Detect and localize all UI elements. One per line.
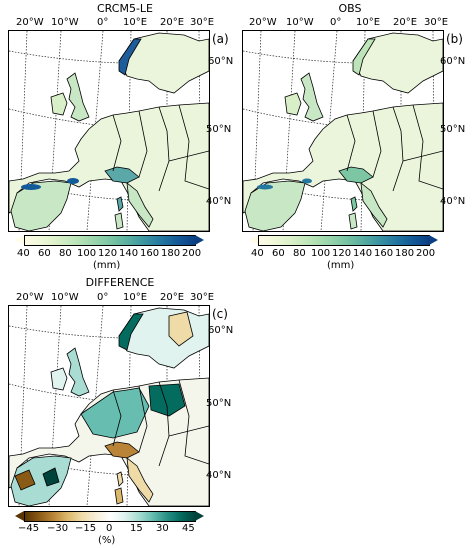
lon-label-0: 0°: [97, 17, 109, 28]
lat-label-50n-c: 50°N: [206, 398, 232, 409]
panel-title-b: OBS: [338, 2, 362, 15]
cbar-tick-a-1: 60: [38, 248, 51, 259]
lon-label-30e: 30°E: [190, 17, 215, 28]
map-difference: [8, 305, 210, 507]
lon-label-20e-b: 20°E: [393, 17, 418, 28]
colorbar-min-arrow-a: [15, 235, 24, 245]
graticule-60n: [9, 50, 209, 64]
britain-b: [300, 72, 324, 122]
colorbar-max-arrow-a: [195, 235, 204, 245]
panel-tag-c: (c): [212, 307, 228, 321]
italy-b: [360, 182, 388, 228]
iberia-c: [10, 455, 72, 506]
lon-label-0-b: 0°: [330, 17, 342, 28]
cbar-tick-a-6: 160: [140, 248, 160, 259]
cbar-tick-b-6: 160: [374, 248, 394, 259]
britain-c: [66, 347, 90, 397]
lon-label-20e: 20°E: [160, 17, 185, 28]
cbar-tick-b-8: 200: [416, 248, 436, 259]
colorbar-max-arrow-c: [195, 511, 204, 521]
panel-title-a: CRCM5-LE: [97, 2, 153, 15]
colorbar-precip-a: [24, 235, 196, 246]
cbar-tick-b-5: 140: [353, 248, 373, 259]
colorbar-min-arrow-c: [15, 511, 24, 521]
ireland-c: [50, 367, 68, 391]
lat-label-50n-a: 50°N: [206, 124, 232, 135]
cbar-tick-b-1: 60: [272, 248, 285, 259]
lat-label-40n-c: 40°N: [206, 470, 232, 481]
lat-label-60n-a: 60°N: [208, 56, 234, 67]
cbar-tick-b-0: 40: [251, 248, 264, 259]
panel-tag-a: (a): [212, 32, 229, 46]
cbar-unit-c: (%): [98, 535, 116, 546]
panel-title-c: DIFFERENCE: [85, 276, 155, 289]
colorbar-min-arrow-b: [249, 235, 258, 245]
lon-label-20e-c: 20°E: [160, 292, 185, 303]
cbar-tick-a-8: 200: [182, 248, 202, 259]
cbar-tick-a-4: 120: [98, 248, 118, 259]
cbar-unit-a: (mm): [93, 260, 121, 271]
italy: [126, 182, 154, 228]
map-obs: [242, 30, 444, 232]
cbar-tick-a-3: 100: [77, 248, 97, 259]
cbar-unit-b: (mm): [327, 260, 355, 271]
britain: [66, 72, 90, 122]
ireland-b: [284, 92, 302, 116]
italy-c: [126, 457, 154, 503]
colorbar-max-arrow-b: [429, 235, 438, 245]
scandinavia: [118, 32, 209, 94]
cbar-tick-c-3: 0: [106, 523, 113, 534]
cbar-tick-b-7: 180: [395, 248, 415, 259]
norway-coast: [118, 38, 142, 76]
lon-label-30e-b: 30°E: [424, 17, 449, 28]
ireland: [50, 92, 68, 116]
lon-label-20w-b: 20°W: [249, 17, 277, 28]
cbar-tick-a-7: 180: [161, 248, 181, 259]
lat-label-40n-b: 40°N: [440, 196, 466, 207]
cbar-tick-a-5: 140: [119, 248, 139, 259]
cbar-tick-c-6: 45: [182, 523, 195, 534]
lon-label-20w: 20°W: [16, 17, 44, 28]
panel-tag-b: (b): [446, 32, 463, 46]
lon-label-0-c: 0°: [97, 292, 109, 303]
lon-label-30e-c: 30°E: [190, 292, 215, 303]
corsica: [116, 196, 124, 212]
cbar-tick-b-2: 80: [293, 248, 306, 259]
lon-label-10w-b: 10°W: [286, 17, 314, 28]
lon-label-10w-c: 10°W: [51, 292, 79, 303]
cbar-tick-a-0: 40: [17, 248, 30, 259]
cbar-tick-b-3: 100: [311, 248, 331, 259]
sardinia: [114, 212, 124, 230]
colorbar-difference: [24, 511, 196, 522]
lat-label-60n-b: 60°N: [440, 56, 466, 67]
scandinavia-b: [352, 32, 443, 94]
lon-label-10e: 10°E: [123, 17, 148, 28]
lon-label-10e-b: 10°E: [356, 17, 381, 28]
iberia-b: [244, 180, 306, 231]
lat-label-50n-b: 50°N: [440, 124, 466, 135]
lat-label-60n-c: 60°N: [208, 325, 234, 336]
cbar-tick-c-5: 30: [156, 523, 169, 534]
colorbar-precip-b: [258, 235, 430, 246]
lon-label-10e-c: 10°E: [123, 292, 148, 303]
graticule-10w: [48, 31, 62, 231]
cbar-tick-c-4: 15: [130, 523, 143, 534]
graticule-20w: [18, 31, 28, 231]
lon-label-10w: 10°W: [51, 17, 79, 28]
lon-label-20w-c: 20°W: [16, 292, 44, 303]
cbar-tick-c-2: −15: [75, 523, 97, 534]
lat-label-40n-a: 40°N: [206, 196, 232, 207]
cbar-tick-c-1: −30: [47, 523, 69, 534]
cbar-tick-a-2: 80: [59, 248, 72, 259]
cbar-tick-b-4: 120: [332, 248, 352, 259]
iberia: [10, 180, 72, 231]
cbar-tick-c-0: −45: [18, 523, 40, 534]
map-crcm5-le: [8, 30, 210, 232]
